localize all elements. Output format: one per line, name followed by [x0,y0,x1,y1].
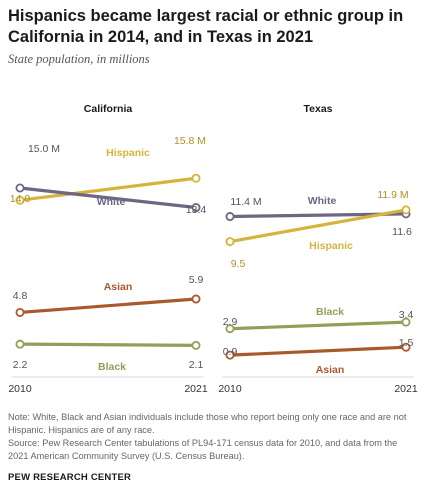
data-point-texas-asian-2021 [401,342,411,352]
note-text: Note: White, Black and Asian individuals… [8,412,407,435]
data-label-california-white-2010: 15.0 M [28,143,60,155]
brand-label: PEW RESEARCH CENTER [8,472,132,483]
data-point-texas-black-2010 [225,324,235,334]
series-label-texas-black: Black [316,306,344,318]
data-label-california-black-2010: 2.2 [13,359,28,371]
series-line-texas-asian [228,345,408,357]
series-line-texas-black [228,320,408,331]
series-label-texas-asian: Asian [316,364,345,376]
data-point-california-hispanic-2021 [191,173,201,183]
data-label-california-white-2021: 13.4 [186,204,207,216]
series-line-california-white [18,186,198,210]
footnotes: Note: White, Black and Asian individuals… [8,411,420,463]
chart-title: Hispanics became largest racial or ethni… [8,7,404,46]
series-line-california-asian [18,297,198,315]
data-label-texas-hispanic-2021: 11.9 M [377,189,408,201]
x-tick-label-california-2021: 2021 [184,383,208,395]
data-label-california-hispanic-2021: 15.8 M [174,135,206,147]
series-line-texas-hispanic [228,208,408,244]
series-label-texas-hispanic: Hispanic [309,240,353,252]
data-label-california-asian-2010: 4.8 [13,290,28,302]
data-point-california-black-2010 [15,339,25,349]
data-label-texas-hispanic-2010: 9.5 [231,258,246,270]
data-point-texas-white-2010 [225,212,235,222]
data-label-texas-asian-2021: 1.5 [399,337,414,349]
series-label-california-hispanic: Hispanic [106,147,150,159]
data-point-california-asian-2021 [191,294,201,304]
series-label-texas-white: White [308,195,337,207]
x-tick-label-texas-2021: 2021 [394,383,418,395]
data-point-texas-hispanic-2021 [401,205,411,215]
data-point-california-black-2021 [191,340,201,350]
series-label-california-black: Black [98,361,126,373]
data-label-texas-white-2021: 11.6 [392,226,412,238]
chart-subtitle: State population, in millions [8,52,150,66]
data-label-california-asian-2021: 5.9 [189,274,204,286]
series-line-california-black [18,342,198,347]
data-point-texas-asian-2010 [225,350,235,360]
data-label-california-hispanic-2010: 14.0 [10,193,31,205]
series-label-california-asian: Asian [104,281,133,293]
panel-title-california: California [84,103,133,115]
series-label-california-white: White [97,196,126,208]
source-text: Source: Pew Research Center tabulations … [8,438,398,461]
series-line-california-hispanic [18,176,198,202]
data-point-california-white-2010 [15,183,25,193]
data-label-california-black-2021: 2.1 [189,359,204,371]
panel-title-texas: Texas [304,103,333,115]
x-tick-label-california-2010: 2010 [8,383,32,395]
data-label-texas-black-2010: 2.9 [223,316,238,328]
x-tick-label-texas-2010: 2010 [218,383,242,395]
data-point-texas-hispanic-2010 [225,237,235,247]
data-point-california-asian-2010 [15,307,25,317]
data-label-texas-asian-2010: 0.9 [223,346,238,358]
data-point-california-white-2021 [191,203,201,213]
data-point-california-hispanic-2010 [15,195,25,205]
data-label-texas-black-2021: 3.4 [399,309,414,321]
data-label-texas-white-2010: 11.4 M [230,196,261,208]
data-point-texas-black-2021 [401,317,411,327]
